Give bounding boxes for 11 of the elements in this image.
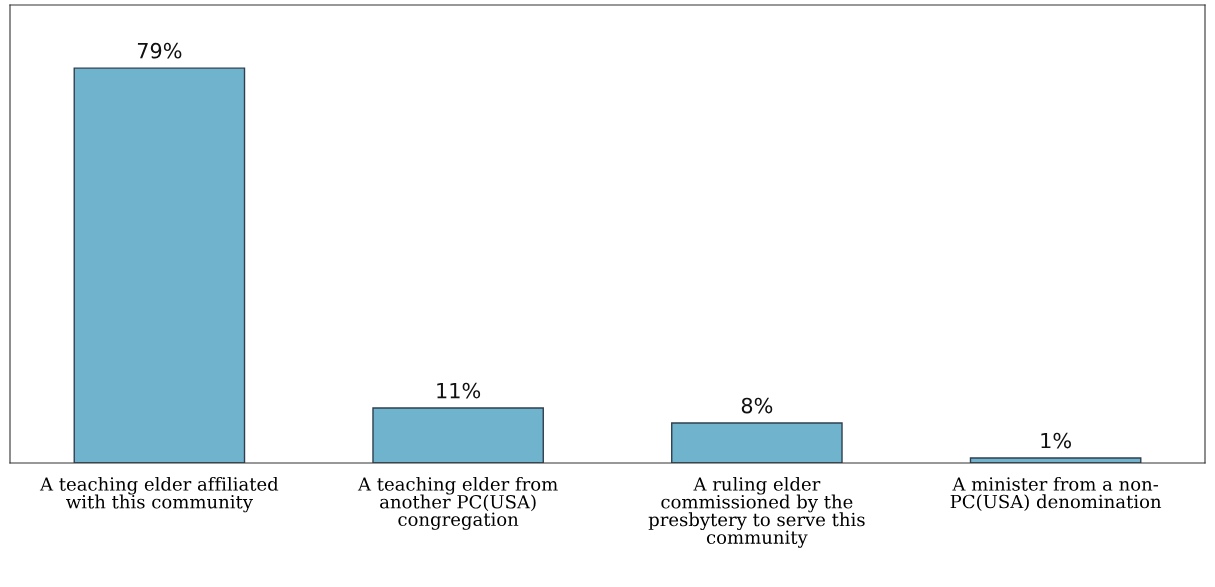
data-label: 79% — [137, 42, 182, 59]
x-tick-label: A teaching elder affiliated with this community — [39, 476, 279, 513]
x-tick-label: A ruling elder commissioned by the presbytery to serve this community — [648, 476, 865, 548]
data-label: 1% — [1041, 432, 1071, 449]
x-tick-label: A minister from a non- PC(USA) denomination — [950, 476, 1162, 511]
bar — [372, 407, 544, 463]
data-label: 11% — [437, 382, 481, 399]
x-tick-label: A teaching elder from another PC(USA) congregation — [357, 476, 558, 530]
bar — [671, 422, 843, 463]
bar — [73, 67, 246, 463]
data-label: 8% — [741, 397, 773, 414]
